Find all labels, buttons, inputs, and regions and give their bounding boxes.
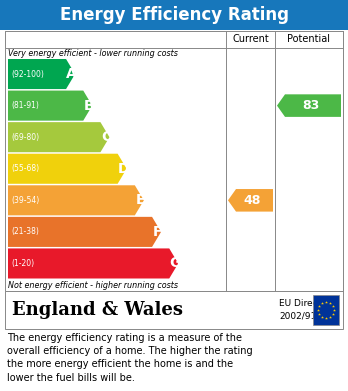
Bar <box>0 0 348 30</box>
Polygon shape <box>8 185 144 215</box>
Text: Energy Efficiency Rating: Energy Efficiency Rating <box>60 6 288 24</box>
Polygon shape <box>8 59 75 89</box>
Bar <box>5 291 343 329</box>
Bar <box>313 295 339 325</box>
Polygon shape <box>8 122 110 152</box>
Text: (69-80): (69-80) <box>11 133 39 142</box>
Text: Potential: Potential <box>287 34 331 45</box>
Text: EU Directive: EU Directive <box>279 299 335 308</box>
Text: (92-100): (92-100) <box>11 70 44 79</box>
Text: 83: 83 <box>302 99 319 112</box>
Text: (81-91): (81-91) <box>11 101 39 110</box>
Polygon shape <box>8 217 161 247</box>
Text: F: F <box>153 225 162 239</box>
Bar <box>5 31 343 291</box>
Text: (21-38): (21-38) <box>11 228 39 237</box>
Text: E: E <box>136 193 145 207</box>
Text: B: B <box>84 99 94 113</box>
Polygon shape <box>277 94 341 117</box>
Bar <box>5 31 343 48</box>
Text: G: G <box>169 256 180 271</box>
Text: (39-54): (39-54) <box>11 196 39 205</box>
Text: Very energy efficient - lower running costs: Very energy efficient - lower running co… <box>8 49 178 58</box>
Text: D: D <box>117 162 129 176</box>
Text: A: A <box>66 67 77 81</box>
Text: C: C <box>101 130 111 144</box>
Text: (55-68): (55-68) <box>11 164 39 173</box>
Polygon shape <box>8 154 127 184</box>
Text: 2002/91/EC: 2002/91/EC <box>279 312 331 321</box>
Text: England & Wales: England & Wales <box>12 301 183 319</box>
Text: 48: 48 <box>244 194 261 207</box>
Text: (1-20): (1-20) <box>11 259 34 268</box>
Polygon shape <box>8 91 92 121</box>
Polygon shape <box>8 248 178 278</box>
Polygon shape <box>228 189 273 212</box>
Text: Not energy efficient - higher running costs: Not energy efficient - higher running co… <box>8 281 178 290</box>
Text: Current: Current <box>232 34 269 45</box>
Text: The energy efficiency rating is a measure of the
overall efficiency of a home. T: The energy efficiency rating is a measur… <box>7 333 253 383</box>
